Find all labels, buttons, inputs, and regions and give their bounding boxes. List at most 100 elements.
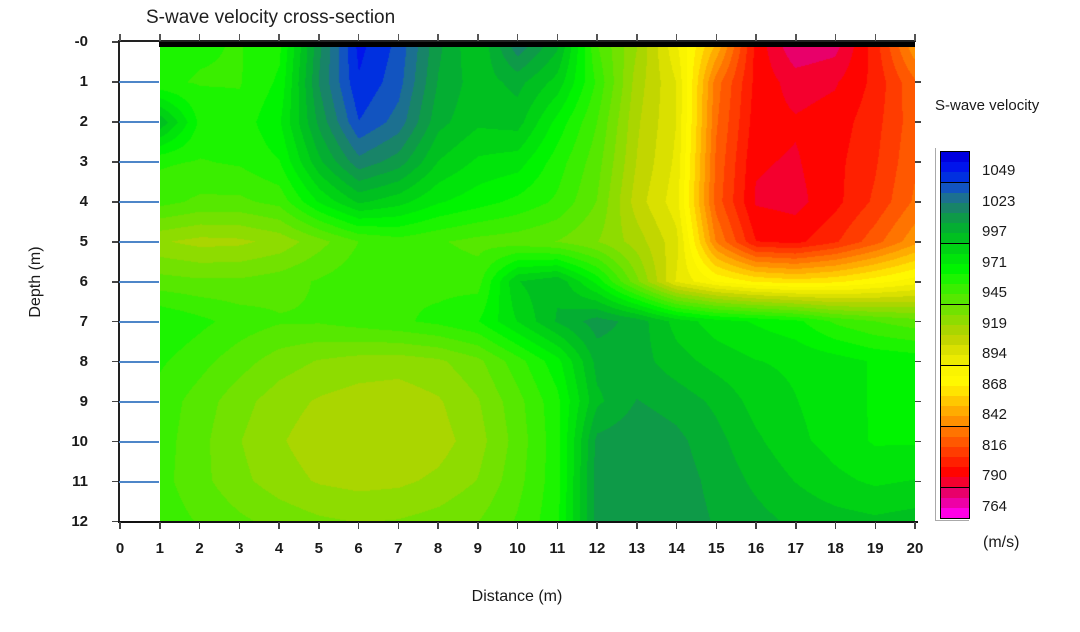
y-axis-tick [112,41,118,43]
x-axis-tick-label: 0 [115,540,125,557]
colorbar-tick-label: 868 [982,375,1008,393]
x-axis-top-tick [159,34,161,41]
x-axis-top-tick [318,34,320,41]
x-axis-top-tick [795,34,797,41]
x-axis-top-line [118,40,916,42]
colorbar [940,151,970,519]
x-axis-tick-label: 15 [707,540,725,557]
x-axis-top-tick [675,34,678,41]
x-axis-top-tick [914,34,916,41]
y-axis-title: Depth (m) [27,246,44,318]
x-axis-bottom-tick [755,522,757,529]
right-axis-tick [915,360,921,363]
right-axis-tick [915,440,921,443]
colorbar-cell [941,507,969,518]
x-axis-bottom-tick [834,522,837,529]
x-axis-top-tick [715,34,717,41]
page-title: S-wave velocity cross-section [146,7,396,28]
x-axis-tick-label: 12 [588,540,606,557]
y-axis-tick-label: 9 [79,392,88,410]
x-axis-bottom-tick [278,522,280,529]
y-axis-tick [112,520,118,523]
depth-gridline [119,240,159,243]
x-axis-tick-label: 20 [906,540,924,557]
x-axis-tick-label: 14 [668,540,685,557]
colorbar-units: (m/s) [983,534,1020,551]
x-axis-tick-label: 1 [155,540,164,557]
x-axis-bottom-tick [516,522,519,529]
colorbar-tick-label: 894 [982,345,1008,363]
x-axis-bottom-tick [477,522,479,529]
y-axis-tick [112,241,118,243]
x-axis-top-tick [238,34,240,41]
y-axis-tick [112,81,118,83]
x-axis-top-tick [278,34,280,41]
depth-gridline [119,480,159,483]
depth-gridline [119,160,159,163]
y-axis-tick [112,440,118,443]
x-axis-top-tick [556,34,558,41]
y-axis-tick-label: 12 [71,512,88,530]
right-axis-tick [915,121,921,123]
y-axis-tick [112,161,118,163]
y-axis-tick [112,121,118,123]
x-axis-bottom-tick [874,522,876,529]
right-axis-tick [915,241,921,243]
y-axis-tick [112,320,118,323]
colorbar-tick-label: 1023 [982,192,1016,210]
x-axis-top-tick [636,34,638,41]
x-axis-tick-label: 16 [747,540,765,557]
depth-gridline [119,440,159,443]
depth-gridline [119,360,159,363]
x-axis-bottom-tick [596,522,598,529]
y-axis-tick-label: -0 [74,33,88,50]
colorbar-outer-frame-bottom [935,520,969,521]
colorbar-tick-label: 997 [982,223,1008,241]
y-axis-tick-label: 6 [79,272,88,290]
colorbar-tick-label: 1049 [982,162,1016,180]
y-axis-tick [112,281,118,283]
x-axis-tick-label: 13 [628,540,646,557]
y-axis-tick-label: 5 [79,232,88,250]
x-axis-bottom-tick [914,522,916,529]
x-axis-top-tick [198,34,201,41]
x-axis-top-tick [477,34,479,41]
colorbar-title: S-wave velocity [935,97,1040,114]
x-axis-top-tick [437,34,439,41]
depth-gridline [119,400,159,403]
colorbar-tick-label: 790 [982,467,1008,485]
y-axis-tick [112,201,118,203]
x-axis-tick-label: 11 [549,540,566,557]
x-axis-bottom-tick [556,522,558,529]
right-axis-tick [915,480,921,483]
y-axis-tick [112,400,118,403]
right-axis-tick [915,201,921,203]
x-axis-bottom-tick [238,522,240,529]
x-axis-top-tick [596,34,598,41]
x-axis-bottom-tick [198,522,201,529]
right-axis-tick [915,400,921,403]
x-axis-tick-label: 6 [354,540,363,557]
x-axis-bottom-tick [318,522,320,529]
x-axis-bottom-tick [636,522,638,529]
x-axis-top-tick [119,34,121,41]
x-axis-bottom-tick [437,522,439,529]
x-axis-tick-label: 18 [827,540,844,557]
colorbar-tick-label: 842 [982,406,1008,424]
x-axis-bottom-tick [795,522,797,529]
colorbar-tick-label: 971 [982,253,1008,271]
right-axis-tick [915,81,921,83]
depth-gridline [119,280,159,283]
right-axis-tick [915,161,921,163]
x-axis-tick-label: 10 [509,540,526,557]
x-axis-tick-label: 4 [274,540,284,557]
x-axis-bottom-tick [119,522,121,529]
x-axis-top-tick [397,34,399,41]
x-axis-top-tick [755,34,757,41]
x-axis-top-tick [357,34,360,41]
y-axis-tick-label: 1 [79,72,88,90]
right-axis-tick [915,281,921,283]
x-axis-tick-label: 2 [195,540,204,557]
x-axis-bottom-tick [159,522,161,529]
